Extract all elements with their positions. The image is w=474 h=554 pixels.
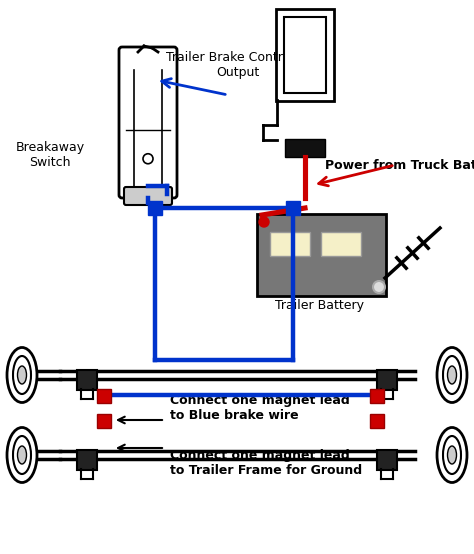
FancyBboxPatch shape bbox=[124, 187, 172, 205]
FancyBboxPatch shape bbox=[370, 389, 384, 403]
FancyBboxPatch shape bbox=[370, 414, 384, 428]
Ellipse shape bbox=[18, 446, 27, 464]
Circle shape bbox=[373, 281, 385, 293]
Ellipse shape bbox=[437, 428, 467, 483]
FancyBboxPatch shape bbox=[97, 414, 111, 428]
FancyBboxPatch shape bbox=[77, 450, 97, 470]
FancyBboxPatch shape bbox=[257, 214, 386, 296]
FancyBboxPatch shape bbox=[270, 232, 310, 256]
FancyBboxPatch shape bbox=[284, 17, 326, 93]
Text: Power from Truck Battery: Power from Truck Battery bbox=[325, 158, 474, 172]
Ellipse shape bbox=[437, 347, 467, 403]
Ellipse shape bbox=[443, 436, 461, 474]
FancyBboxPatch shape bbox=[119, 47, 177, 198]
Text: Breakaway
Switch: Breakaway Switch bbox=[16, 141, 84, 169]
Ellipse shape bbox=[18, 366, 27, 384]
FancyBboxPatch shape bbox=[285, 139, 325, 157]
Ellipse shape bbox=[443, 356, 461, 394]
FancyBboxPatch shape bbox=[148, 201, 162, 215]
Text: Connect one magnet lead
to Trailer Frame for Ground: Connect one magnet lead to Trailer Frame… bbox=[170, 449, 362, 477]
FancyBboxPatch shape bbox=[377, 450, 397, 470]
FancyBboxPatch shape bbox=[77, 370, 97, 390]
Text: Trailer Battery: Trailer Battery bbox=[275, 299, 365, 311]
FancyBboxPatch shape bbox=[286, 201, 300, 215]
FancyBboxPatch shape bbox=[276, 9, 334, 101]
Ellipse shape bbox=[447, 446, 456, 464]
FancyBboxPatch shape bbox=[321, 232, 361, 256]
Text: Connect one magnet lead
to Blue brake wire: Connect one magnet lead to Blue brake wi… bbox=[170, 394, 350, 422]
Circle shape bbox=[143, 154, 153, 164]
Ellipse shape bbox=[13, 436, 31, 474]
FancyBboxPatch shape bbox=[377, 370, 397, 390]
Ellipse shape bbox=[7, 428, 37, 483]
Ellipse shape bbox=[447, 366, 456, 384]
Ellipse shape bbox=[7, 347, 37, 403]
FancyBboxPatch shape bbox=[97, 389, 111, 403]
Text: Trailer Brake Controller
Output: Trailer Brake Controller Output bbox=[166, 51, 310, 79]
Circle shape bbox=[259, 217, 269, 227]
Ellipse shape bbox=[13, 356, 31, 394]
